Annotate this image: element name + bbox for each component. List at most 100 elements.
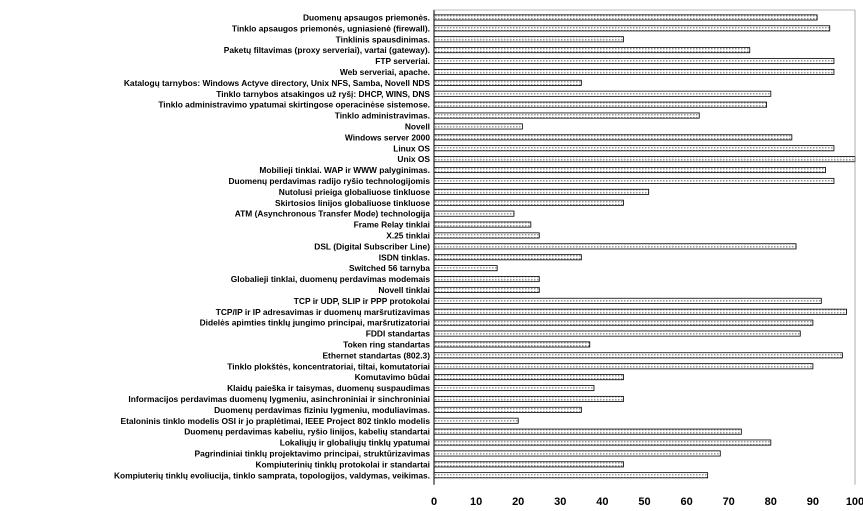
bar: [433, 232, 540, 239]
category-label: Ethernet standartas (802.3): [322, 350, 430, 360]
bar: [433, 167, 826, 174]
category-label: X.25 tinklai: [386, 230, 430, 240]
category-label: TCP ir UDP, SLIP ir PPP protokolai: [294, 296, 430, 306]
bar: [433, 417, 519, 424]
x-tick-labels: 0 10 20 30 40 50 60 70 80 90 100: [431, 496, 863, 508]
bar: [433, 330, 801, 337]
x-tick-label: 70: [723, 496, 735, 508]
bar: [433, 265, 498, 272]
bar: [433, 58, 835, 65]
category-label: Windows server 2000: [345, 132, 430, 142]
category-label: Kompiuterinių tinklų protokolai ir stand…: [256, 459, 431, 469]
bar: [433, 308, 847, 315]
bar: [433, 101, 767, 108]
category-label: Tinklo administravimo ypatumai skirtingo…: [158, 100, 430, 110]
bar: [433, 134, 793, 141]
bar: [433, 14, 818, 21]
bar: [433, 123, 523, 130]
category-label: FTP serveriai.: [375, 56, 430, 66]
category-label: Token ring standartas: [343, 339, 430, 349]
bar: [433, 199, 624, 206]
category-label: Tinklo administravimas.: [335, 111, 430, 121]
x-tick-label: 80: [765, 496, 777, 508]
category-label: Nutolusi prieiga globaliuose tinkluose: [279, 187, 431, 197]
category-label: Duomenų apsaugos priemonės.: [303, 12, 430, 22]
bar: [433, 461, 624, 468]
bar: [433, 177, 835, 184]
category-label: TCP/IP ir IP adresavimas ir duomenų marš…: [216, 307, 431, 317]
category-label: ISDN tinklas.: [379, 252, 430, 262]
bar: [433, 428, 742, 435]
bar: [433, 112, 700, 119]
category-label: Komutavimo būdai: [355, 372, 430, 382]
bar: [433, 352, 843, 359]
category-label: Duomenų perdavimas fiziniu lygmeniu, mod…: [214, 405, 430, 415]
category-label: Tinklo plokštės, koncentratoriai, tiltai…: [227, 361, 430, 371]
bar: [433, 145, 835, 152]
category-label: Skirtosios linijos globaliuose tinkluose: [275, 198, 430, 208]
x-tick-label: 60: [680, 496, 692, 508]
category-label: DSL (Digital Subscriber Line): [314, 241, 430, 251]
bars: [433, 14, 856, 479]
bar: [433, 68, 835, 75]
category-label: Web serveriai, apache.: [340, 67, 430, 77]
x-tick-label: 0: [431, 496, 437, 508]
category-label: FDDI standartas: [366, 329, 431, 339]
category-label: Tinklo tarnybos atsakingos už ryšį: DHCP…: [216, 89, 430, 99]
bar: [433, 450, 721, 457]
category-label: Pagrindiniai tinklų projektavimo princip…: [195, 448, 431, 458]
category-label: ATM (Asynchronous Transfer Mode) technol…: [235, 209, 431, 219]
bar: [433, 439, 772, 446]
bar: [433, 385, 595, 392]
category-label: Globalieji tinklai, duomenų perdavimas m…: [231, 274, 431, 284]
category-label: Mobilieji tinklai. WAP ir WWW palyginima…: [259, 165, 430, 175]
bar: [433, 188, 650, 195]
bar: [433, 47, 751, 54]
bar: [433, 156, 856, 163]
bar: [433, 90, 772, 97]
x-tick-label: 50: [638, 496, 650, 508]
bar: [433, 472, 709, 479]
category-label: Tinklo apsaugos priemonės, ugniasienė (f…: [232, 23, 430, 33]
bar: [433, 341, 591, 348]
bar: [433, 210, 515, 217]
category-label: Lokaliųjų ir globaliųjų tinklų ypatumai: [280, 438, 430, 448]
category-label: Etaloninis tinklo modelis OSI ir jo prap…: [121, 416, 431, 426]
category-label: Katalogų tarnybos: Windows Actyve direct…: [124, 78, 431, 88]
category-label: Tinklinis spausdinimas.: [336, 34, 430, 44]
bar: [433, 243, 797, 250]
bar: [433, 25, 831, 32]
category-label: Linux OS: [393, 143, 430, 153]
category-label: Duomenų perdavimas kabeliu, ryšio linijo…: [184, 427, 430, 437]
bar: [433, 297, 822, 304]
bar: [433, 286, 540, 293]
category-label: Switched 56 tarnyba: [349, 263, 430, 273]
bar: [433, 36, 624, 43]
bar: [433, 79, 582, 86]
bar: [433, 363, 814, 370]
category-label: Novell: [405, 121, 430, 131]
category-label: Kompiuterių tinklų evoliucija, tinklo sa…: [114, 470, 430, 480]
category-label: Klaidų paieška ir taisymas, duomenų susp…: [227, 383, 430, 393]
x-tick-label: 30: [554, 496, 566, 508]
bar: [433, 319, 814, 326]
category-labels: Duomenų apsaugos priemonės.Tinklo apsaug…: [114, 12, 430, 480]
x-tick-label: 20: [512, 496, 524, 508]
x-tick-label: 40: [596, 496, 608, 508]
x-tick-label: 10: [470, 496, 482, 508]
category-label: Didelės apimties tinklų jungimo principa…: [200, 318, 430, 328]
category-label: Duomenų perdavimas radijo ryšio technolo…: [228, 176, 430, 186]
bar: [433, 254, 582, 261]
category-label: Novell tinklai: [378, 285, 430, 295]
bar: [433, 406, 582, 413]
bar: [433, 221, 532, 228]
bar: [433, 276, 540, 283]
x-tick-label: 90: [807, 496, 819, 508]
category-label: Informacijos perdavimas duomenų lygmeniu…: [128, 394, 430, 404]
bar: [433, 395, 624, 402]
category-label: Frame Relay tinklai: [354, 220, 430, 230]
bar: [433, 374, 624, 381]
category-label: Unix OS: [397, 154, 430, 164]
x-tick-label: 100: [846, 496, 863, 508]
